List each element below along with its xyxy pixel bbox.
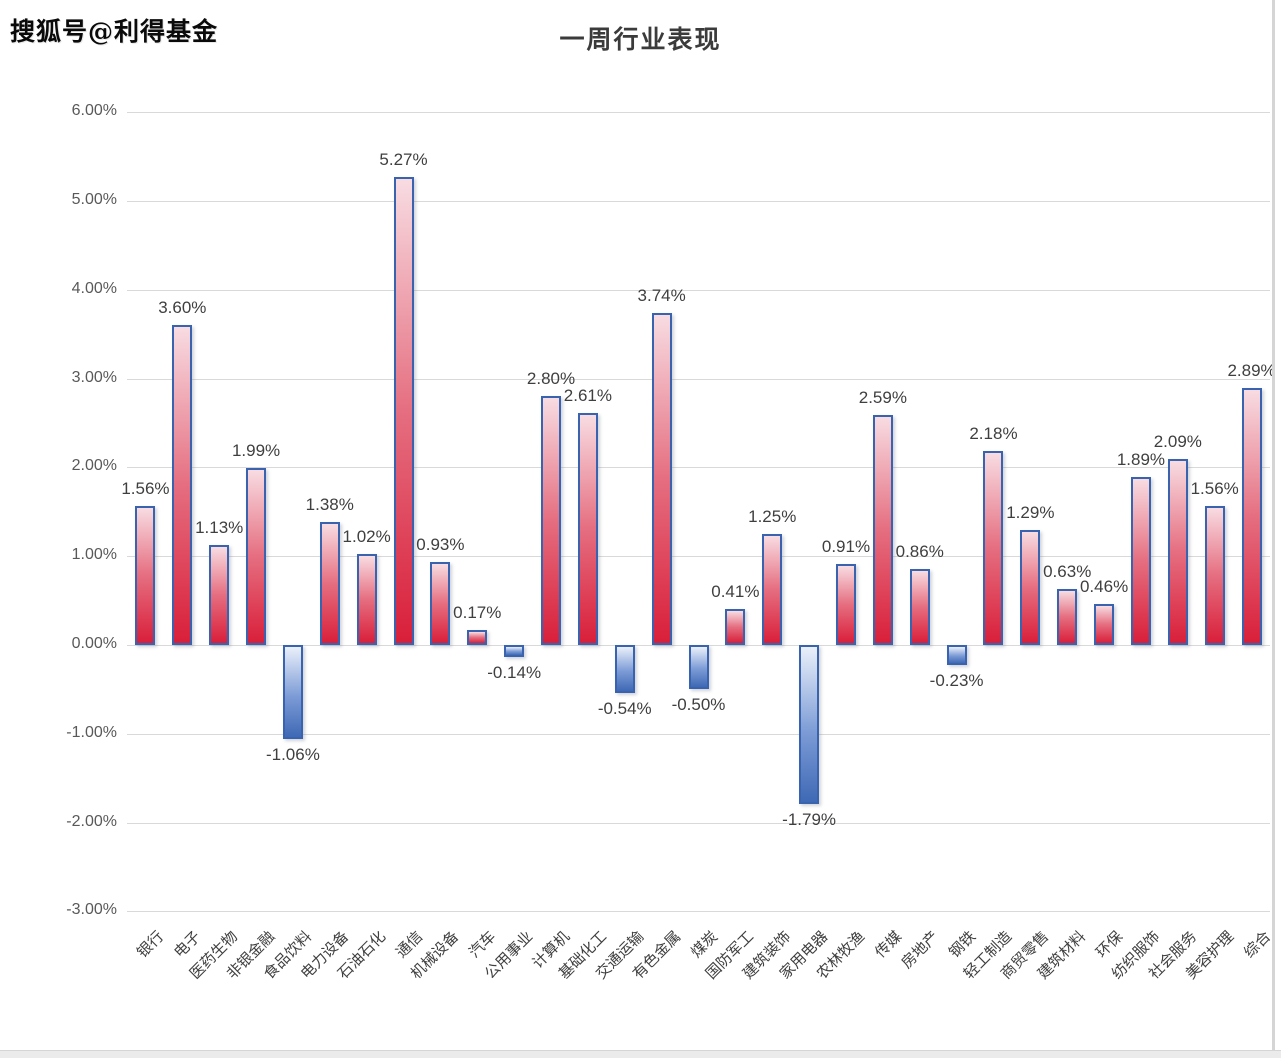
data-label-建筑材料: 0.63%	[1043, 562, 1092, 582]
y-axis-tick-label: 6.00%	[71, 102, 117, 120]
y-axis-tick-label: -3.00%	[66, 901, 117, 919]
y-axis-tick-label: 4.00%	[71, 279, 117, 297]
bar-综合	[1241, 388, 1262, 645]
data-label-计算机: 2.80%	[526, 369, 576, 389]
bar-通信	[393, 177, 414, 645]
data-label-食品饮料: -1.06%	[265, 745, 320, 765]
gridline-6.00%	[127, 112, 1270, 114]
data-label-商贸零售: 1.29%	[1006, 503, 1055, 523]
data-label-综合: 2.89%	[1227, 361, 1276, 381]
data-label-电子: 3.60%	[158, 298, 207, 318]
bar-国防军工	[725, 608, 746, 645]
data-label-社会服务: 2.09%	[1153, 432, 1202, 452]
data-label-基础化工: 2.61%	[563, 386, 612, 406]
bar-机械设备	[430, 562, 451, 645]
bar-商贸零售	[1020, 530, 1041, 645]
bar-公用事业	[504, 645, 525, 658]
data-label-钢铁: -0.23%	[929, 671, 984, 691]
y-axis-tick-label: 3.00%	[71, 368, 117, 386]
bar-银行	[135, 506, 156, 645]
y-axis-tick-label: 2.00%	[71, 457, 117, 475]
bar-钢铁	[946, 645, 967, 666]
chart-title: 一周行业表现	[559, 25, 722, 54]
data-label-家用电器: -1.79%	[782, 809, 837, 829]
bar-电力设备	[319, 522, 340, 645]
bar-社会服务	[1167, 459, 1188, 645]
bar-美容护理	[1204, 506, 1225, 645]
data-label-房地产: 0.86%	[895, 541, 944, 561]
bar-计算机	[541, 396, 562, 645]
y-axis-tick-label: -1.00%	[66, 723, 117, 741]
data-label-有色金属: 3.74%	[637, 285, 686, 305]
horizontal-scrollbar-track[interactable]	[0, 1050, 1281, 1058]
bar-有色金属	[651, 312, 672, 645]
bar-纺织服饰	[1130, 477, 1151, 645]
window-right-border	[1272, 0, 1275, 1052]
gridline-2.00%	[127, 467, 1270, 469]
bar-煤炭	[688, 645, 709, 690]
gridline-4.00%	[127, 289, 1270, 291]
x-axis-label-房地产: 房地产	[897, 927, 942, 972]
bar-建筑装饰	[762, 534, 783, 645]
gridline-5.00%	[127, 201, 1270, 202]
data-label-电力设备: 1.38%	[305, 495, 354, 515]
data-label-汽车: 0.17%	[453, 602, 502, 622]
bar-房地产	[909, 568, 930, 645]
bar-交通运输	[614, 645, 635, 693]
data-label-环保: 0.46%	[1079, 577, 1129, 597]
data-label-轻工制造: 2.18%	[969, 424, 1018, 444]
bar-传媒	[872, 415, 893, 645]
bar-非银金融	[246, 468, 267, 645]
data-label-交通运输: -0.54%	[597, 698, 652, 718]
gridline-3.00%	[127, 378, 1270, 380]
data-label-通信: 5.27%	[379, 150, 428, 170]
y-axis-tick-label: 5.00%	[71, 191, 117, 208]
bar-食品饮料	[282, 645, 303, 740]
bar-电子	[172, 325, 193, 645]
data-label-煤炭: -0.50%	[671, 695, 726, 715]
data-label-美容护理: 1.56%	[1190, 479, 1239, 499]
x-axis-label-综合: 综合	[1239, 927, 1274, 962]
gridline--3.00%	[127, 911, 1270, 913]
data-label-医药生物: 1.13%	[195, 517, 244, 537]
gridline-1.00%	[127, 556, 1270, 558]
y-axis-tick-label: -2.00%	[66, 812, 117, 830]
data-label-石油石化: 1.02%	[342, 527, 391, 547]
bar-汽车	[467, 629, 488, 645]
bar-农林牧渔	[835, 564, 856, 645]
bar-基础化工	[577, 413, 598, 645]
y-axis-tick-label: 0.00%	[71, 635, 117, 652]
data-label-国防军工: 0.41%	[711, 581, 760, 601]
x-axis-label-银行: 银行	[133, 927, 168, 962]
data-label-机械设备: 0.93%	[416, 535, 465, 555]
gridline--2.00%	[127, 822, 1270, 824]
y-axis-tick-label: 1.00%	[71, 546, 117, 564]
bar-环保	[1094, 604, 1115, 645]
watermark-text: 搜狐号@利得基金	[10, 17, 219, 46]
bar-石油石化	[356, 554, 377, 645]
bar-轻工制造	[983, 451, 1004, 645]
data-label-纺织服饰: 1.89%	[1116, 450, 1166, 470]
data-label-公用事业: -0.14%	[487, 663, 542, 683]
bar-医药生物	[209, 544, 230, 645]
data-label-传媒: 2.59%	[858, 388, 907, 407]
data-label-非银金融: 1.99%	[231, 441, 281, 461]
data-label-农林牧渔: 0.91%	[821, 537, 871, 557]
bar-建筑材料	[1057, 589, 1078, 645]
data-label-建筑装饰: 1.25%	[748, 507, 797, 526]
gridline--1.00%	[127, 733, 1270, 735]
bar-家用电器	[799, 645, 820, 804]
data-label-银行: 1.56%	[121, 479, 170, 499]
